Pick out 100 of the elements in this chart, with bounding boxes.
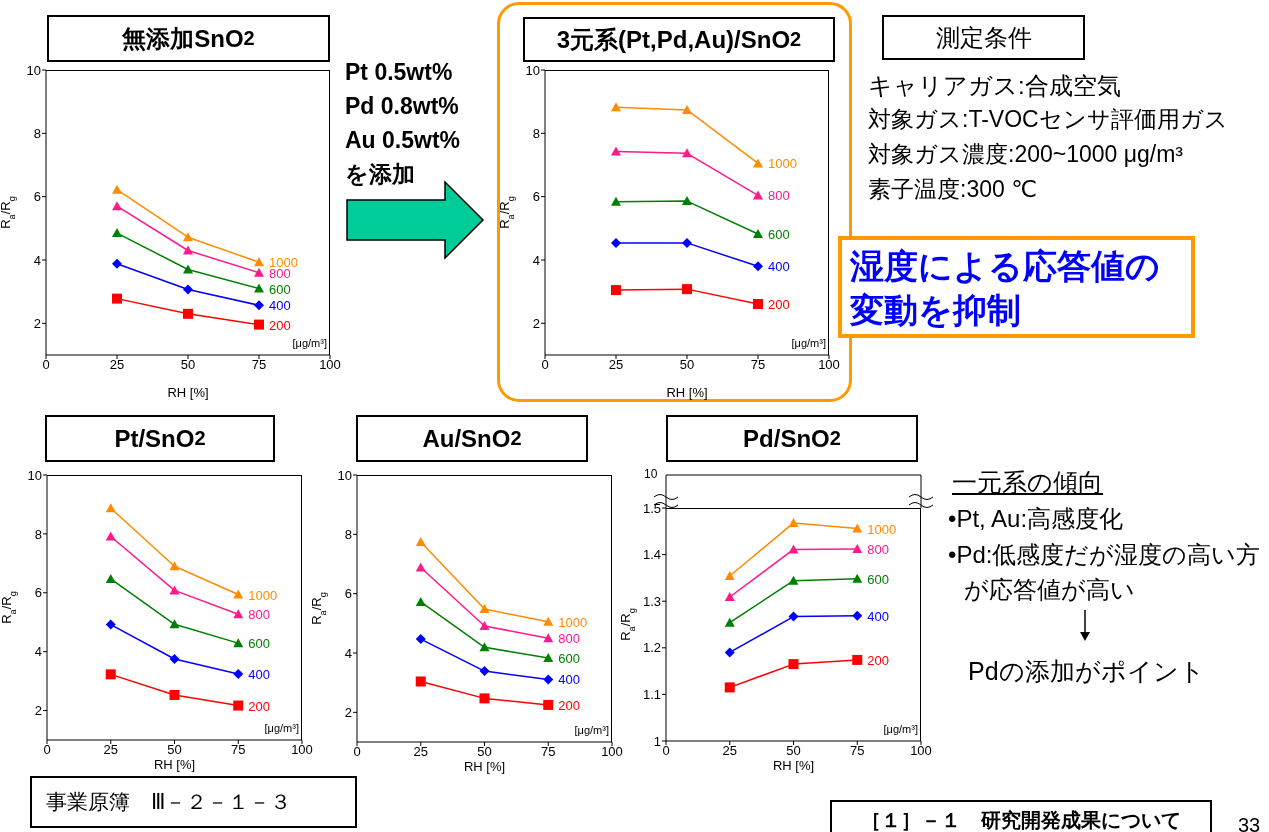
text: 33 (1238, 813, 1261, 832)
y-tick-label: 6 (532, 189, 540, 205)
y-tick-label: 6 (33, 189, 41, 205)
text: Au 0.5wt% (345, 126, 461, 155)
point (112, 184, 122, 194)
point (682, 284, 692, 295)
point (724, 592, 735, 602)
point (753, 299, 763, 310)
point (105, 619, 116, 630)
series-label: 400 (768, 259, 790, 275)
annotation: [μg/m³] (264, 722, 299, 734)
point (611, 237, 621, 248)
series-label: 1000 (867, 521, 897, 537)
point (852, 573, 863, 583)
y-tick-label: 1.5 (642, 500, 661, 516)
x-axis-title: RH [%] (463, 759, 506, 774)
series-label: 400 (248, 667, 270, 683)
point (724, 617, 735, 627)
point (543, 674, 554, 685)
point (112, 258, 122, 269)
x-tick-label: 75 (541, 744, 556, 760)
point (479, 642, 490, 652)
annotation: [μg/m³] (292, 337, 327, 349)
point (479, 693, 490, 704)
point (543, 653, 554, 663)
text: ［１］－１ 研究開発成果について (830, 800, 1212, 832)
point (415, 634, 426, 645)
x-tick-label: 100 (291, 742, 313, 758)
y-tick-label: 4 (532, 252, 540, 268)
series-label: 400 (269, 298, 291, 314)
y-tick-label: 8 (532, 125, 540, 141)
series-label: 400 (558, 672, 580, 688)
text: 湿度による応答値の変動を抑制 (838, 236, 1195, 338)
x-tick-label: 75 (750, 357, 766, 373)
point (183, 245, 193, 255)
x-tick-label: 50 (180, 357, 196, 373)
text: •Pt, Au:高感度化 (948, 504, 1124, 534)
y-tick-label: 10 (26, 62, 41, 78)
point (852, 654, 863, 665)
text: キャリアガス:合成空気 (868, 71, 1121, 101)
x-tick-label: 25 (608, 357, 624, 373)
series-label: 1000 (248, 587, 278, 603)
point (753, 190, 763, 200)
y-tick-label: 6 (34, 585, 42, 601)
y-tick-label: 8 (34, 526, 42, 542)
x-tick-label: 50 (477, 744, 492, 760)
text: 素子温度:300 ℃ (868, 175, 1037, 204)
text: Pd 0.8wt% (345, 92, 459, 121)
series-label: 800 (558, 631, 580, 647)
point (169, 619, 180, 629)
point (415, 676, 426, 687)
point (112, 293, 122, 304)
point (543, 616, 554, 626)
point (254, 257, 264, 267)
y-tick-label: 6 (344, 586, 352, 602)
point (788, 611, 799, 622)
point (105, 669, 116, 680)
x-tick-label: 75 (231, 742, 246, 758)
point (233, 589, 244, 599)
text: Pdの添加がポイント (968, 656, 1205, 687)
y-tick-label: 2 (532, 315, 540, 331)
point (479, 604, 490, 614)
x-axis-title: RH [%] (167, 385, 209, 400)
x-tick-label: 50 (679, 357, 695, 373)
point (415, 596, 426, 606)
y-tick-label: 4 (33, 252, 41, 268)
point (852, 610, 863, 621)
point (233, 700, 244, 711)
y-tick-label: 10 (27, 467, 42, 483)
point (105, 531, 116, 541)
point (254, 300, 264, 311)
point (852, 544, 863, 554)
point (611, 146, 621, 156)
y-tick-label: 2 (33, 315, 41, 331)
x-tick-label: 0 (353, 744, 361, 760)
series-label: 800 (768, 188, 790, 204)
y-tick-label: 8 (33, 125, 41, 141)
x-tick-label: 50 (167, 742, 182, 758)
series-label: 200 (558, 697, 580, 713)
annotation: [μg/m³] (883, 723, 918, 735)
series-label: 600 (867, 571, 889, 587)
y-tick-label: 1.2 (642, 640, 661, 656)
point (682, 237, 692, 248)
point (233, 638, 244, 648)
point (169, 585, 180, 595)
series-label: 600 (269, 281, 291, 297)
point (724, 682, 735, 693)
point (753, 158, 763, 168)
point (254, 267, 264, 277)
text: 対象ガス:T-VOCセンサ評価用ガス (868, 105, 1228, 134)
y-tick-label: 1 (653, 733, 661, 749)
text: 対象ガス濃度:200~1000 μg/m³ (868, 140, 1184, 169)
point (788, 659, 799, 670)
text: Pt 0.5wt% (345, 58, 453, 87)
point (724, 647, 735, 658)
y-tick-label: 4 (34, 644, 42, 660)
annotation: [μg/m³] (791, 337, 826, 349)
x-tick-label: 100 (910, 743, 932, 759)
series-label: 600 (558, 651, 580, 667)
point (169, 561, 180, 571)
